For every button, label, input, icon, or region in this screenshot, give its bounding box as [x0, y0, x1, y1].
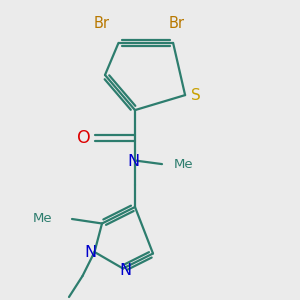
Text: N: N — [128, 154, 140, 169]
Text: Br: Br — [94, 16, 110, 32]
Text: Me: Me — [173, 158, 193, 172]
Text: Me: Me — [33, 212, 52, 226]
Text: Br: Br — [169, 16, 185, 32]
Text: O: O — [77, 129, 91, 147]
Text: N: N — [85, 245, 97, 260]
Text: S: S — [191, 88, 200, 104]
Text: N: N — [119, 263, 131, 278]
